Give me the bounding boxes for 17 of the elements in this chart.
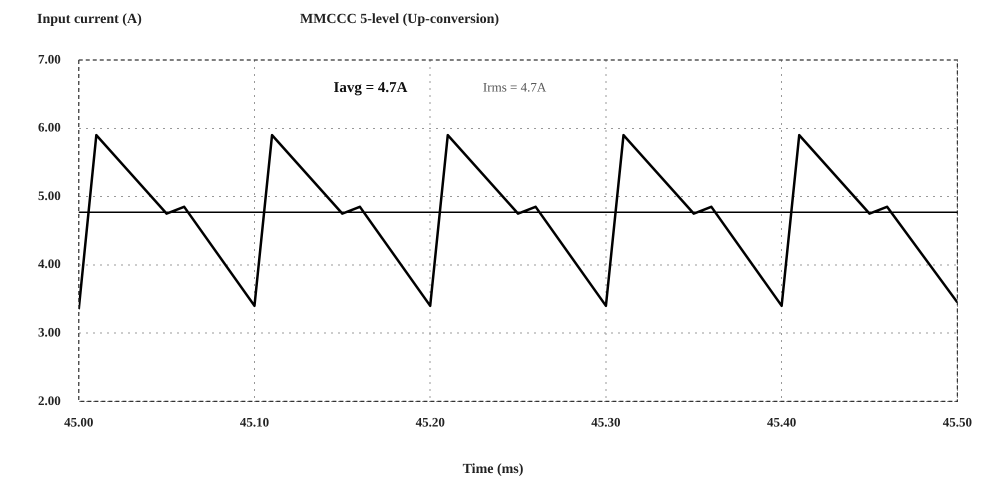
chart-title: MMCCC 5-level (Up-conversion): [300, 12, 500, 28]
x-tick-label: 45.10: [240, 414, 270, 430]
x-tick-label: 45.30: [591, 414, 621, 430]
y-tick-label: 6.00: [38, 120, 61, 135]
y-tick-label: 3.00: [38, 324, 61, 340]
annotation: Irms = 4.7A: [482, 79, 547, 94]
y-tick-label: 2.00: [38, 392, 61, 408]
y-tick-label: 5.00: [38, 188, 61, 203]
x-tick-label: 45.00: [64, 414, 94, 430]
annotation: Iavg = 4.7A: [334, 80, 408, 96]
y-tick-label: 4.00: [38, 256, 61, 272]
x-axis-title: Time (ms): [462, 462, 524, 478]
y-axis-title: Input current (A): [37, 12, 142, 28]
x-tick-label: 45.40: [767, 414, 796, 430]
x-tick-label: 45.20: [416, 414, 445, 430]
y-tick-label: 7.00: [38, 51, 61, 66]
x-tick-label: 45.50: [942, 414, 972, 430]
